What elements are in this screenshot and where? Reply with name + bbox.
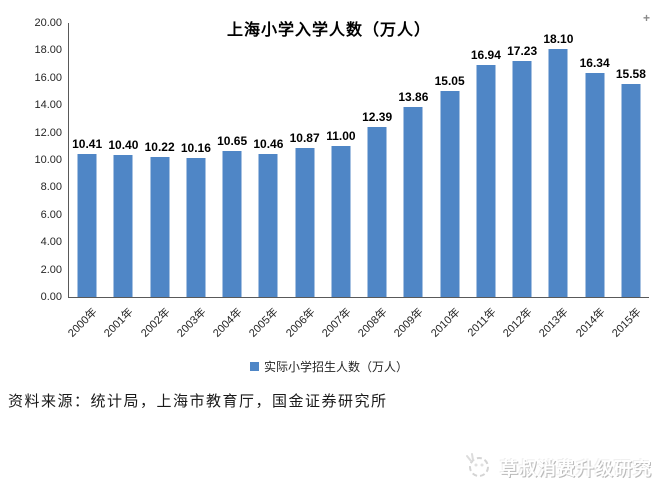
bar <box>440 90 460 297</box>
bar-series: 10.41 10.40 10.22 10.16 10.65 10.46 10.87 11.00… <box>69 23 649 297</box>
bar-slot: 10.46 <box>250 23 286 297</box>
bar <box>113 154 133 297</box>
bar-slot: 18.10 <box>540 23 576 297</box>
bar-value-label: 13.86 <box>398 90 429 105</box>
plus-cursor-artifact: + <box>643 11 651 25</box>
bar <box>548 49 568 297</box>
bar <box>621 83 641 297</box>
y-axis: 0.00 2.00 4.00 6.00 8.00 10.00 12.00 14.00 16.00… <box>0 17 62 303</box>
bar-slot: 10.65 <box>214 23 250 297</box>
bar <box>258 153 278 297</box>
bar-slot: 12.39 <box>359 23 395 297</box>
bar-slot: 15.58 <box>613 23 649 297</box>
bar-value-label: 10.22 <box>144 140 175 154</box>
bar-slot: 13.86 <box>395 23 431 297</box>
y-axis-tick-label: 4.00 <box>40 236 62 249</box>
bar-value-label: 17.23 <box>507 43 538 58</box>
bar <box>295 148 315 297</box>
bar-slot: 10.16 <box>178 23 214 297</box>
y-axis-tick-label: 8.00 <box>40 181 62 194</box>
bar-value-label: 11.00 <box>326 129 356 144</box>
bar <box>331 146 351 297</box>
y-axis-tick-label: 10.00 <box>34 154 62 166</box>
bar-slot: 11.00 <box>323 23 359 297</box>
bar-slot: 17.23 <box>504 23 540 297</box>
bar <box>150 157 170 297</box>
bar-value-label: 10.46 <box>253 136 284 151</box>
bar <box>77 154 97 297</box>
legend-marker-square <box>249 362 259 371</box>
y-axis-tick-label: 16.00 <box>34 71 62 84</box>
watermark: 草叔消费升级研究 <box>463 450 652 485</box>
bar-value-label: 15.05 <box>434 73 465 88</box>
bar-slot: 10.41 <box>69 23 105 297</box>
bar-value-label: 12.39 <box>362 110 393 125</box>
watermark-text: 草叔消费升级研究 <box>500 458 652 479</box>
y-axis-tick-label: 14.00 <box>34 99 62 112</box>
bar-value-label: 10.87 <box>289 131 320 146</box>
bar-value-label: 18.10 <box>543 32 574 47</box>
legend: 实际小学招生人数（万人） <box>0 358 658 375</box>
bar-slot: 16.34 <box>577 23 613 297</box>
plot-area: 10.41 10.40 10.22 10.16 10.65 10.46 10.87 11.00… <box>68 23 649 298</box>
y-axis-tick-label: 0.00 <box>40 291 62 303</box>
bar-value-label: 15.58 <box>615 66 646 81</box>
y-axis-tick-label: 18.00 <box>34 44 62 57</box>
legend-label: 实际小学招生人数（万人） <box>263 360 408 374</box>
bar-value-label: 10.16 <box>180 140 211 155</box>
bar-slot: 15.05 <box>432 23 468 297</box>
y-axis-tick-label: 12.00 <box>34 126 62 139</box>
source-note: 资料来源：统计局，上海市教育厅，国金证券研究所 <box>8 394 388 410</box>
bar-value-label: 10.41 <box>72 137 103 152</box>
bar-value-label: 16.34 <box>579 56 610 71</box>
watermark-doodle-logo <box>463 450 493 485</box>
bar-value-label: 10.65 <box>217 134 248 149</box>
bar <box>222 151 242 297</box>
chart-title: 上海小学入学人数（万人） <box>226 22 431 39</box>
bar-value-label: 10.40 <box>108 137 139 152</box>
bar-slot: 10.40 <box>105 23 141 297</box>
bar <box>186 157 206 297</box>
y-axis-tick-label: 2.00 <box>40 263 62 276</box>
bar <box>476 64 496 297</box>
bar-value-label: 16.94 <box>470 47 501 62</box>
bar-slot: 16.94 <box>468 23 504 297</box>
bar-slot: 10.22 <box>142 23 178 297</box>
bar <box>403 107 423 297</box>
y-axis-tick-label: 6.00 <box>40 208 62 221</box>
bar-slot: 10.87 <box>287 23 323 297</box>
bar <box>585 73 605 297</box>
x-axis: 2000年 2001年 2002年 2003年 2004年 2005年 2006年 2007年… <box>66 299 648 347</box>
bar <box>512 60 532 297</box>
bar <box>367 127 387 297</box>
y-axis-tick-label: 20.00 <box>34 17 62 29</box>
